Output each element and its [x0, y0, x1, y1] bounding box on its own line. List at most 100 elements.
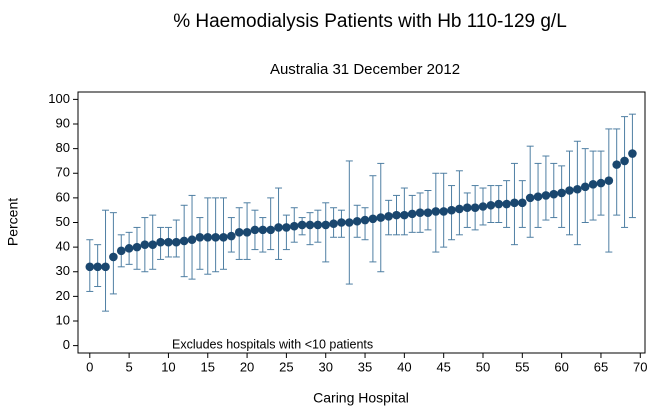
- point: [352, 216, 362, 226]
- point: [494, 199, 504, 209]
- x-tick-label: 10: [161, 359, 175, 374]
- x-tick-label: 55: [515, 359, 529, 374]
- x-tick-label: 45: [436, 359, 450, 374]
- point: [242, 228, 252, 237]
- point: [313, 220, 323, 230]
- point: [345, 218, 354, 227]
- point: [596, 178, 606, 188]
- y-tick-label: 80: [56, 140, 70, 155]
- point: [234, 228, 244, 237]
- point: [541, 191, 551, 200]
- point: [573, 184, 582, 194]
- chart-subtitle: Australia 31 December 2012: [270, 61, 460, 78]
- point: [510, 198, 519, 208]
- point: [628, 149, 637, 158]
- point: [525, 193, 535, 203]
- point: [266, 225, 275, 235]
- y-tick-label: 0: [63, 337, 70, 352]
- point: [431, 207, 441, 216]
- point: [172, 237, 181, 247]
- point: [289, 221, 299, 231]
- point: [148, 240, 158, 249]
- annotation: Excludes hospitals with <10 patients: [172, 337, 373, 351]
- point: [462, 203, 472, 213]
- point: [407, 209, 417, 219]
- point: [557, 188, 566, 198]
- point: [187, 235, 197, 245]
- point: [258, 225, 268, 235]
- point: [565, 186, 574, 195]
- point: [620, 156, 629, 166]
- point: [297, 220, 307, 230]
- y-axis-title: Percent: [5, 198, 21, 246]
- point: [101, 262, 110, 272]
- y-tick-label: 60: [56, 189, 70, 204]
- point: [439, 207, 448, 216]
- point: [124, 244, 134, 253]
- x-tick-label: 0: [86, 359, 93, 374]
- point: [156, 237, 165, 247]
- x-tick-label: 40: [397, 359, 411, 374]
- point: [368, 214, 378, 224]
- point: [219, 232, 228, 242]
- plot-frame: [77, 91, 646, 354]
- point: [400, 210, 409, 220]
- point: [85, 262, 95, 272]
- x-axis-title: Caring Hospital: [313, 390, 409, 406]
- point: [274, 223, 283, 232]
- point: [415, 208, 425, 217]
- point: [455, 204, 464, 214]
- point: [211, 232, 220, 242]
- point: [518, 198, 527, 208]
- chart-title: % Haemodialysis Patients with Hb 110-129…: [173, 11, 567, 32]
- point: [360, 215, 370, 225]
- point: [109, 252, 118, 262]
- point: [305, 220, 315, 230]
- point: [447, 205, 456, 215]
- point: [533, 192, 543, 201]
- x-tick-label: 70: [633, 359, 647, 374]
- point: [195, 232, 205, 242]
- point: [203, 232, 213, 242]
- point: [329, 219, 338, 229]
- point: [423, 208, 433, 217]
- x-tick-label: 25: [279, 359, 293, 374]
- point: [502, 199, 511, 209]
- x-tick-label: 50: [476, 359, 490, 374]
- point: [321, 220, 331, 230]
- y-tick-label: 70: [56, 165, 70, 180]
- x-tick-label: 5: [125, 359, 132, 374]
- y-tick-label: 100: [48, 91, 70, 106]
- point: [612, 160, 621, 169]
- y-tick-label: 20: [56, 288, 70, 303]
- point: [140, 240, 150, 249]
- x-tick-label: 20: [240, 359, 254, 374]
- point: [604, 176, 614, 185]
- y-tick-label: 50: [56, 214, 70, 229]
- x-tick-label: 15: [201, 359, 215, 374]
- point: [376, 213, 386, 222]
- point: [337, 218, 346, 227]
- y-tick-label: 30: [56, 263, 70, 278]
- point: [580, 182, 590, 192]
- point: [164, 237, 173, 247]
- point: [549, 189, 559, 199]
- x-tick-label: 65: [594, 359, 608, 374]
- point: [486, 200, 496, 210]
- point: [132, 242, 142, 252]
- y-tick-label: 90: [56, 115, 70, 130]
- point: [93, 262, 102, 272]
- y-tick-label: 40: [56, 239, 70, 254]
- point: [179, 236, 189, 246]
- point: [392, 210, 401, 220]
- x-tick-label: 30: [318, 359, 332, 374]
- x-tick-label: 35: [358, 359, 372, 374]
- point: [588, 180, 598, 189]
- point: [227, 231, 236, 241]
- point: [470, 203, 480, 213]
- y-tick-label: 10: [56, 312, 70, 327]
- point: [116, 246, 126, 256]
- x-tick-label: 60: [554, 359, 568, 374]
- point: [282, 223, 291, 232]
